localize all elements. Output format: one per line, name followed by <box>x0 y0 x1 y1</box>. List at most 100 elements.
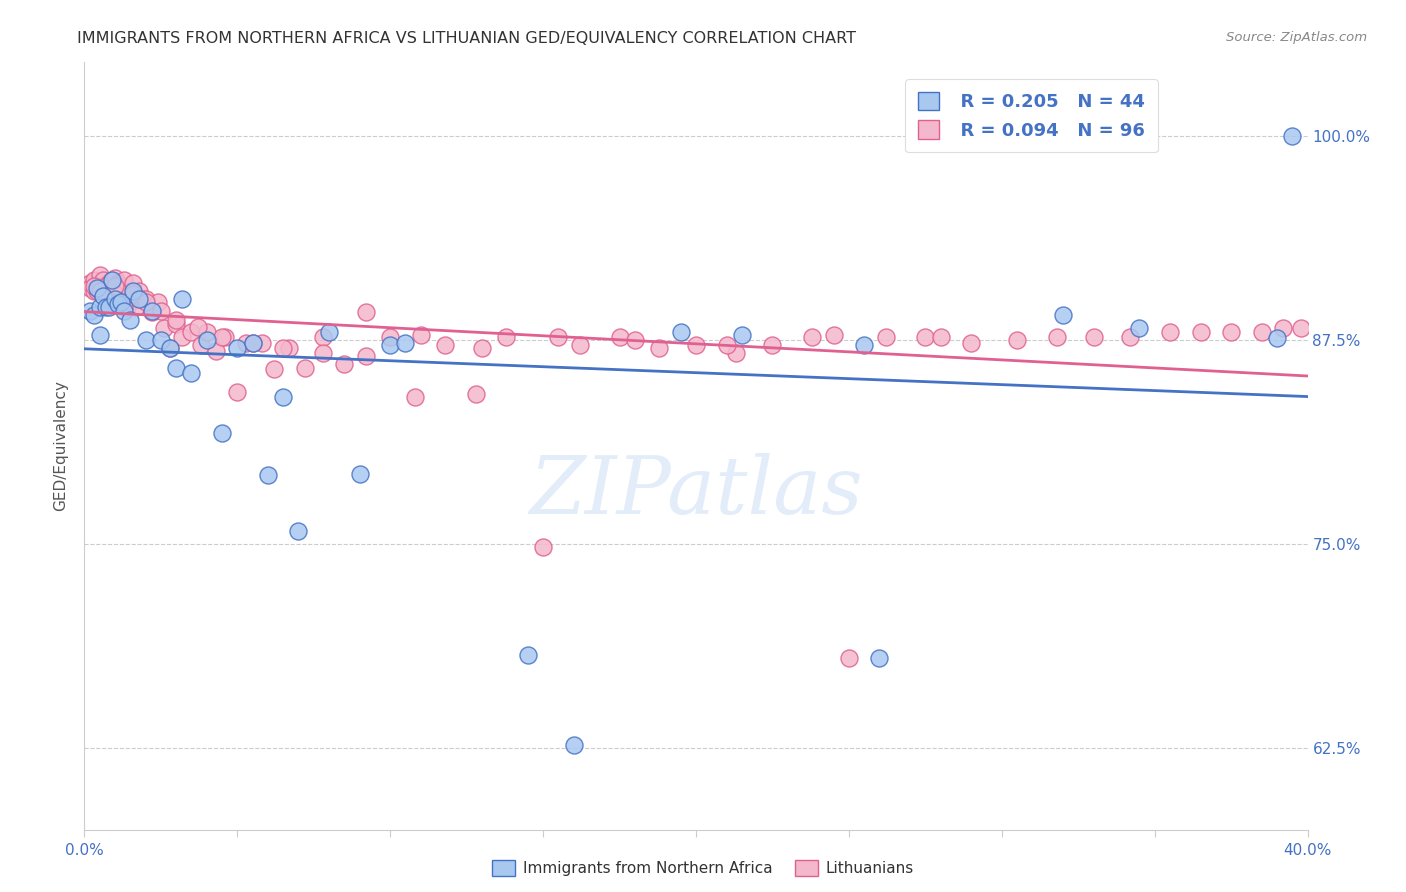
Point <box>153 321 176 335</box>
Point <box>128 284 150 298</box>
Point <box>94 292 117 306</box>
Text: ZIPatlas: ZIPatlas <box>529 453 863 531</box>
Point <box>172 329 194 343</box>
Point <box>112 300 135 314</box>
Point <box>1005 333 1028 347</box>
Point <box>135 292 157 306</box>
Point <box>89 268 111 282</box>
Point <box>278 341 301 355</box>
Point <box>89 328 111 343</box>
Point <box>1052 309 1074 323</box>
Point <box>1083 329 1105 343</box>
Point <box>104 292 127 306</box>
Point <box>104 279 127 293</box>
Point <box>94 279 117 293</box>
Point <box>801 329 824 343</box>
Point <box>186 319 208 334</box>
Point <box>724 346 747 360</box>
Point <box>104 279 127 293</box>
Point <box>349 467 371 481</box>
Point <box>101 272 124 286</box>
Point <box>568 338 591 352</box>
Point <box>669 325 692 339</box>
Point <box>149 303 172 318</box>
Point <box>531 540 554 554</box>
Point <box>333 358 356 372</box>
Point <box>547 329 569 343</box>
Point <box>1265 331 1288 345</box>
Point <box>91 279 114 293</box>
Point <box>1046 329 1069 343</box>
Point <box>101 272 124 286</box>
Point <box>1119 329 1142 343</box>
Point <box>271 341 294 355</box>
Point <box>235 336 257 351</box>
Point <box>97 284 120 298</box>
Point <box>914 329 936 343</box>
Point <box>165 317 187 331</box>
Point <box>869 651 891 665</box>
Point <box>257 468 280 483</box>
Point <box>86 281 108 295</box>
Point <box>1128 321 1150 335</box>
Point <box>716 338 738 352</box>
Point <box>409 328 432 343</box>
Point <box>120 284 142 298</box>
Point <box>110 284 132 298</box>
Point <box>226 341 249 355</box>
Point <box>853 338 876 352</box>
Point <box>165 360 187 375</box>
Point <box>122 276 145 290</box>
Point <box>97 276 120 290</box>
Point <box>648 341 671 355</box>
Point <box>83 272 105 286</box>
Point <box>79 276 101 290</box>
Point <box>471 341 494 355</box>
Point <box>112 272 135 286</box>
Point <box>380 329 402 343</box>
Point <box>1281 128 1303 143</box>
Point <box>354 305 377 319</box>
Point <box>86 279 108 293</box>
Legend:   R = 0.205   N = 44,   R = 0.094   N = 96: R = 0.205 N = 44, R = 0.094 N = 96 <box>905 79 1159 153</box>
Point <box>380 338 402 352</box>
Point <box>89 279 111 293</box>
Text: Source: ZipAtlas.com: Source: ZipAtlas.com <box>1226 31 1367 45</box>
Point <box>875 329 897 343</box>
Point <box>180 366 202 380</box>
Point <box>128 292 150 306</box>
Point <box>135 295 157 310</box>
Point <box>86 284 108 298</box>
Point <box>195 333 218 347</box>
Point <box>495 329 517 343</box>
Point <box>146 295 169 310</box>
Point <box>149 333 172 347</box>
Point <box>624 333 647 347</box>
Point <box>1250 325 1272 339</box>
Point <box>141 305 163 319</box>
Point <box>226 385 249 400</box>
Point <box>404 390 426 404</box>
Point <box>195 325 218 339</box>
Point <box>205 344 228 359</box>
Point <box>464 386 486 401</box>
Point <box>89 300 111 314</box>
Point <box>83 279 105 293</box>
Point <box>135 333 157 347</box>
Point <box>110 295 132 310</box>
Text: IMMIGRANTS FROM NORTHERN AFRICA VS LITHUANIAN GED/EQUIVALENCY CORRELATION CHART: IMMIGRANTS FROM NORTHERN AFRICA VS LITHU… <box>77 31 856 46</box>
Point <box>211 329 233 343</box>
Point <box>91 289 114 303</box>
Point <box>97 300 120 314</box>
Point <box>172 292 194 306</box>
Point <box>1220 325 1243 339</box>
Point <box>312 329 335 343</box>
Point <box>112 303 135 318</box>
Point <box>159 341 181 355</box>
Y-axis label: GED/Equivalency: GED/Equivalency <box>53 381 69 511</box>
Point <box>263 362 285 376</box>
Point <box>562 738 585 752</box>
Point <box>94 300 117 314</box>
Point <box>83 284 105 298</box>
Point <box>141 303 163 318</box>
